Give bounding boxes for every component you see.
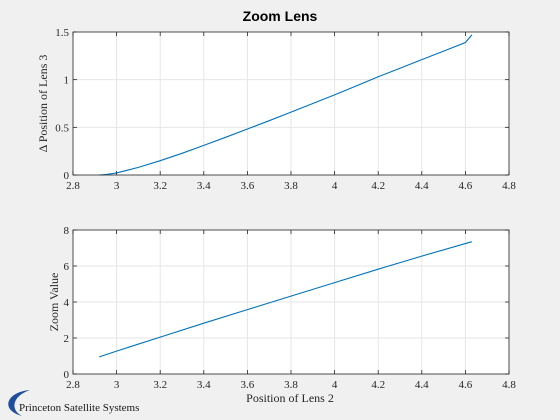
x-tick-label: 4.2	[371, 379, 385, 391]
x-tick-label: 4.2	[371, 180, 385, 192]
x-tick-label: 2.8	[66, 379, 80, 391]
y-tick-label: 2	[64, 333, 70, 345]
x-tick-label: 3.2	[153, 180, 167, 192]
bottom-xlabel: Position of Lens 2	[246, 391, 334, 405]
x-tick-label: 3.4	[197, 180, 211, 192]
x-tick-label: 3	[114, 379, 120, 391]
x-tick-label: 4.4	[415, 180, 429, 192]
bottom-ylabel: Zoom Value	[47, 273, 61, 332]
y-tick-label: 8	[64, 225, 70, 237]
chart-title: Zoom Lens	[243, 8, 318, 24]
x-tick-label: 3.8	[284, 379, 298, 391]
logo-text: Princeton Satellite Systems	[19, 402, 139, 414]
top-axes: 2.8 3 3.2 3.4 3.6 3.8 4 4.2 4.4 4.6 4.8 0 0.5 1 1.5	[55, 27, 516, 192]
logo-swoosh	[8, 390, 30, 416]
bottom-axes: 2.8 3 3.2 3.4 3.6 3.8 4 4.2 4.4 4.6 4.8 0 2 4 6 8	[64, 225, 517, 391]
series-line	[99, 34, 473, 176]
x-tick-label: 3.6	[241, 379, 255, 391]
x-tick-label: 2.8	[66, 180, 80, 192]
company-logo: Princeton Satellite Systems	[8, 390, 139, 416]
x-tick-label: 4.8	[502, 180, 516, 192]
y-tick-label: 1.5	[55, 27, 69, 39]
x-tick-label: 4.4	[415, 379, 429, 391]
series-line	[99, 241, 473, 358]
x-tick-label: 3.2	[153, 379, 167, 391]
x-tick-label: 4.8	[502, 379, 516, 391]
x-tick-label: 4.6	[459, 180, 473, 192]
x-tick-label: 4.6	[459, 379, 473, 391]
y-tick-label: 4	[64, 297, 70, 309]
x-tick-label: 3.8	[284, 180, 298, 192]
y-tick-label: 1	[64, 75, 70, 87]
x-tick-label: 4	[332, 379, 338, 391]
y-tick-label: 0	[64, 369, 70, 381]
y-tick-label: 6	[64, 261, 70, 273]
x-tick-label: 3.4	[197, 379, 211, 391]
y-tick-label: 0	[64, 170, 70, 182]
x-tick-label: 4	[332, 180, 338, 192]
x-tick-label: 3.6	[241, 180, 255, 192]
x-tick-label: 3	[114, 180, 120, 192]
top-ylabel: Δ Position of Lens 3	[36, 55, 50, 153]
y-tick-label: 0.5	[55, 122, 69, 134]
